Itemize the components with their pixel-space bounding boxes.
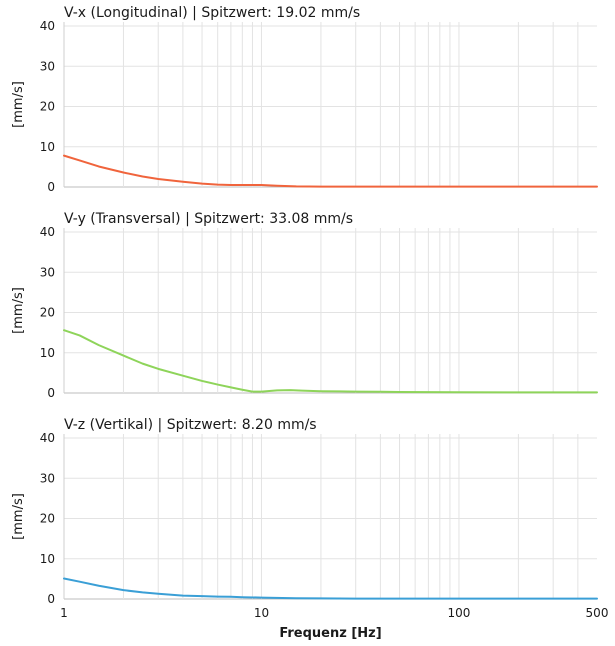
- chart-title: V-y (Transversal) | Spitzwert: 33.08 mm/…: [64, 211, 353, 227]
- x-axis-label: Frequenz [Hz]: [279, 626, 381, 641]
- series-line: [63, 577, 598, 600]
- x-tick-label: 10: [254, 606, 269, 620]
- y-tick-label: 20: [40, 512, 55, 526]
- y-tick-label: 40: [40, 431, 55, 445]
- x-tick-label: 500: [586, 606, 609, 620]
- y-axis-label: [mm/s]: [11, 81, 26, 128]
- y-tick-label: 0: [47, 180, 55, 194]
- y-tick-label: 30: [40, 471, 55, 485]
- y-tick-label: 20: [40, 306, 55, 320]
- series-line: [63, 329, 598, 394]
- y-tick-label: 40: [40, 225, 55, 239]
- chart-title: V-z (Vertikal) | Spitzwert: 8.20 mm/s: [64, 417, 317, 433]
- y-tick-label: 30: [40, 265, 55, 279]
- y-tick-label: 10: [40, 552, 55, 566]
- series-line: [63, 154, 598, 188]
- y-tick-label: 20: [40, 100, 55, 114]
- y-tick-label: 10: [40, 346, 55, 360]
- y-axis-label: [mm/s]: [11, 287, 26, 334]
- x-tick-label: 100: [448, 606, 471, 620]
- y-axis-label: [mm/s]: [11, 493, 26, 540]
- y-tick-label: 10: [40, 140, 55, 154]
- y-tick-label: 0: [47, 386, 55, 400]
- y-tick-label: 0: [47, 592, 55, 606]
- chart-title: V-x (Longitudinal) | Spitzwert: 19.02 mm…: [64, 5, 360, 21]
- x-tick-label: 1: [60, 606, 68, 620]
- y-tick-label: 30: [40, 59, 55, 73]
- y-tick-label: 40: [40, 19, 55, 33]
